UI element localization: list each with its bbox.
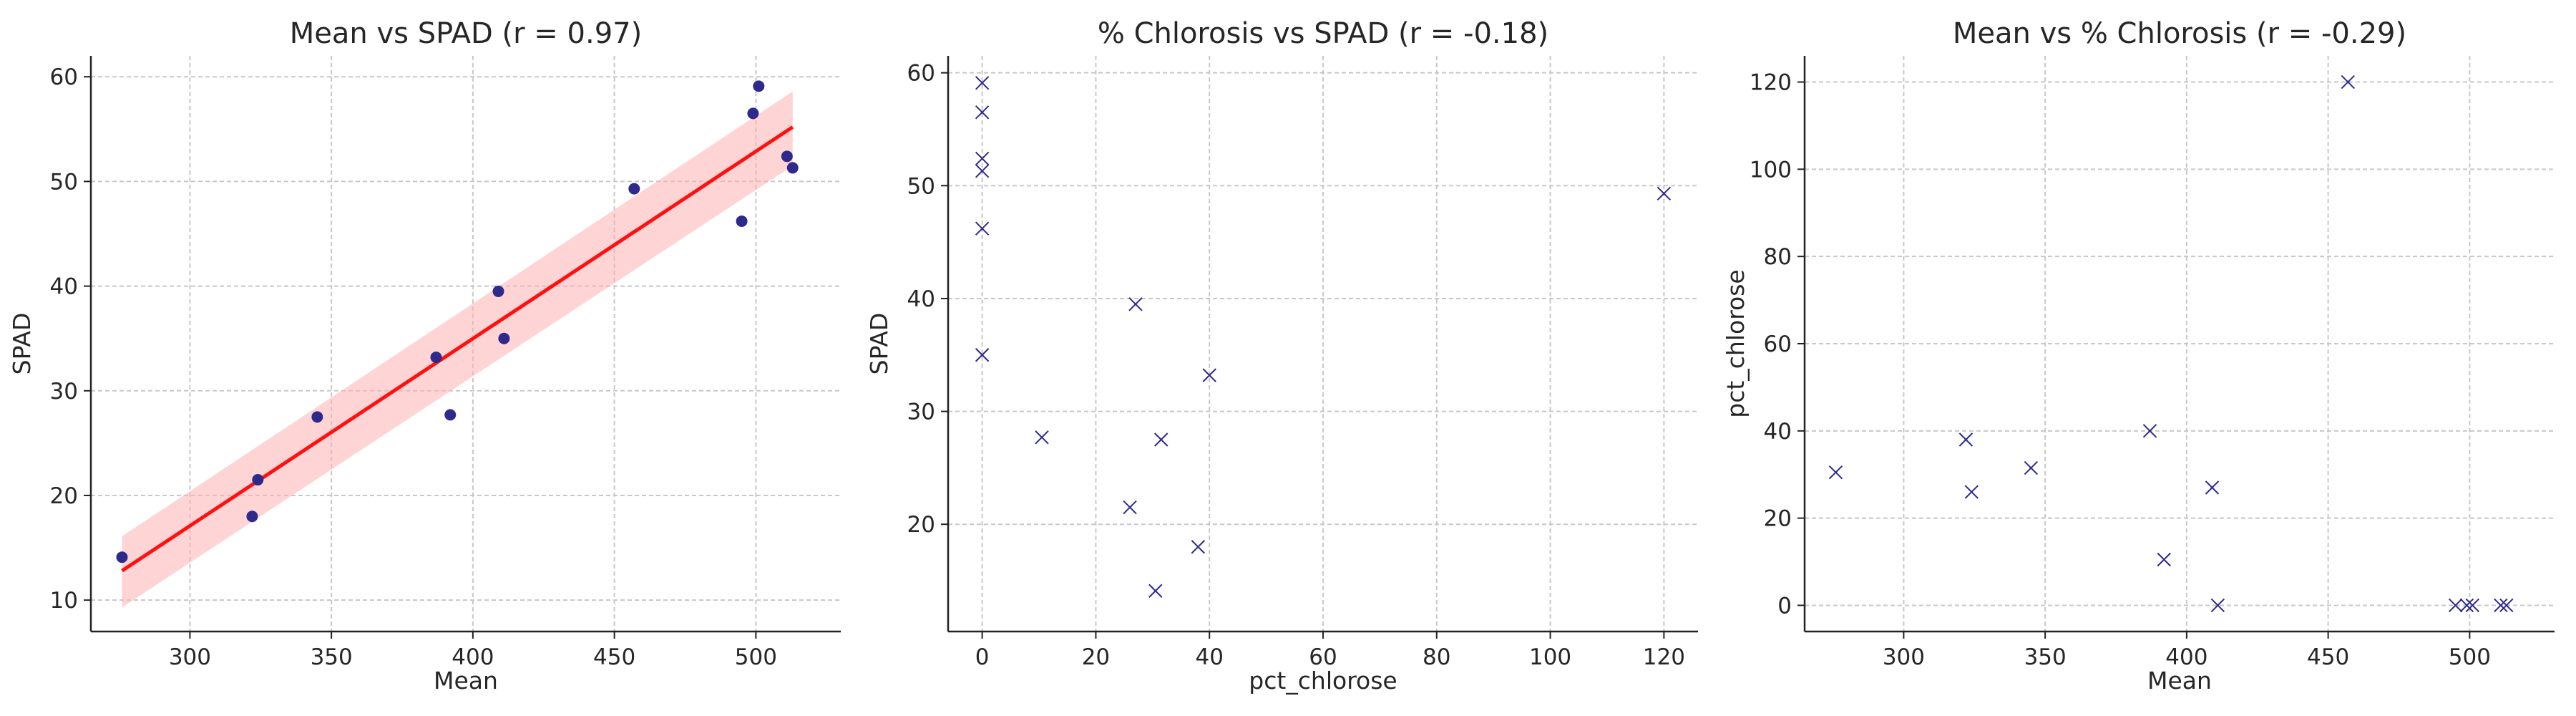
ticks: 300 350 400 450 500 0 20 40 60 80 100 120 [1750, 70, 2491, 670]
data-point [2459, 598, 2474, 613]
data-point [975, 348, 990, 362]
data-point [628, 183, 640, 195]
data-point [444, 409, 457, 421]
x-tick-label: 0 [975, 644, 990, 670]
grid [1805, 56, 2555, 632]
x-tick-label: 80 [1423, 644, 1450, 670]
x-tick-label: 350 [2024, 644, 2067, 670]
data-point [2157, 552, 2171, 567]
data-point [2210, 598, 2225, 613]
data-point [1123, 500, 1137, 515]
data-point [2024, 460, 2039, 475]
data-points [1828, 74, 2514, 613]
data-point [252, 474, 264, 486]
chart-title: Mean vs SPAD (r = 0.97) [290, 17, 642, 50]
data-point [1148, 584, 1163, 598]
ticks: 300 350 400 450 500 10 20 30 40 50 60 [50, 64, 777, 670]
x-tick-label: 20 [1082, 644, 1110, 670]
data-point [975, 221, 990, 236]
x-tick-label: 500 [735, 644, 777, 670]
y-axis-label: SPAD [8, 313, 36, 375]
y-tick-label: 40 [907, 286, 935, 312]
data-point [2341, 74, 2356, 90]
ticks: 0 20 40 60 80 100 120 20 30 40 50 60 [907, 61, 1685, 670]
y-axis-label: pct_chlorose [1722, 269, 1750, 417]
y-axis-label: SPAD [865, 313, 893, 375]
y-tick-label: 60 [1764, 332, 1792, 357]
data-points [116, 80, 799, 563]
x-tick-label: 60 [1309, 644, 1337, 670]
y-tick-label: 30 [907, 400, 935, 425]
chart-panel-mean-vs-chlorosis: Mean vs % Chlorosis (r = -0.29) Mean pct… [1722, 17, 2555, 695]
chart-panel-mean-vs-spad: Mean vs SPAD (r = 0.97) Mean SPAD 300 350… [8, 17, 841, 695]
y-tick-label: 20 [50, 483, 78, 509]
chart-title: Mean vs % Chlorosis (r = -0.29) [1953, 17, 2406, 50]
regression-line [121, 125, 794, 573]
y-tick-label: 100 [1750, 157, 1792, 183]
data-point [492, 285, 504, 297]
x-axis-label: pct_chlorose [1249, 667, 1397, 695]
y-tick-label: 30 [50, 379, 78, 405]
data-point [747, 107, 759, 120]
data-point [430, 352, 442, 364]
data-point [2448, 598, 2463, 613]
x-tick-label: 350 [311, 644, 353, 670]
y-tick-label: 60 [50, 64, 78, 90]
x-tick-label: 300 [1883, 644, 1925, 670]
data-point [975, 76, 990, 90]
x-axis-label: Mean [434, 667, 498, 695]
y-tick-label: 60 [907, 61, 935, 87]
y-tick-label: 0 [1777, 593, 1792, 619]
data-point [1657, 186, 1672, 201]
data-point [2494, 598, 2508, 613]
x-tick-label: 400 [2165, 644, 2207, 670]
data-point [2205, 480, 2220, 495]
y-tick-label: 40 [50, 274, 78, 300]
data-point [1128, 297, 1143, 311]
data-point [1035, 430, 1049, 445]
data-point [975, 151, 990, 166]
chart-title: % Chlorosis vs SPAD (r = -0.18) [1098, 17, 1548, 50]
data-point [736, 215, 748, 227]
data-point [753, 80, 765, 92]
data-point [1154, 432, 1169, 447]
data-point [116, 551, 128, 563]
data-point [1958, 432, 1974, 447]
x-tick-label: 500 [2449, 644, 2491, 670]
y-tick-label: 50 [50, 169, 78, 195]
x-tick-label: 120 [1643, 644, 1685, 670]
data-point [1828, 465, 1843, 480]
y-tick-label: 10 [50, 588, 78, 614]
data-point [311, 411, 323, 423]
x-axis-label: Mean [2147, 667, 2212, 695]
data-points [975, 76, 1672, 598]
data-point [2142, 424, 2157, 438]
y-tick-label: 80 [1764, 244, 1792, 270]
data-point [975, 105, 990, 120]
x-tick-label: 100 [1529, 644, 1571, 670]
data-point [975, 164, 990, 178]
data-point [1964, 485, 1979, 499]
x-tick-label: 450 [593, 644, 635, 670]
data-point [1202, 368, 1216, 382]
data-point [498, 332, 510, 344]
y-tick-label: 120 [1750, 70, 1792, 96]
x-tick-label: 400 [452, 644, 494, 670]
data-point [2465, 598, 2480, 613]
y-tick-label: 40 [1764, 419, 1792, 445]
data-point [786, 162, 799, 174]
y-tick-label: 20 [1764, 506, 1792, 532]
x-tick-label: 450 [2307, 644, 2349, 670]
y-tick-label: 20 [907, 512, 935, 538]
data-point [1191, 540, 1206, 554]
data-point [2499, 598, 2514, 613]
x-tick-label: 300 [169, 644, 211, 670]
data-point [246, 511, 258, 523]
x-tick-label: 40 [1195, 644, 1223, 670]
grid [948, 56, 1698, 632]
y-tick-label: 50 [907, 173, 935, 199]
data-point [781, 150, 793, 163]
chart-panel-chlorosis-vs-spad: % Chlorosis vs SPAD (r = -0.18) pct_chlo… [865, 17, 1698, 695]
